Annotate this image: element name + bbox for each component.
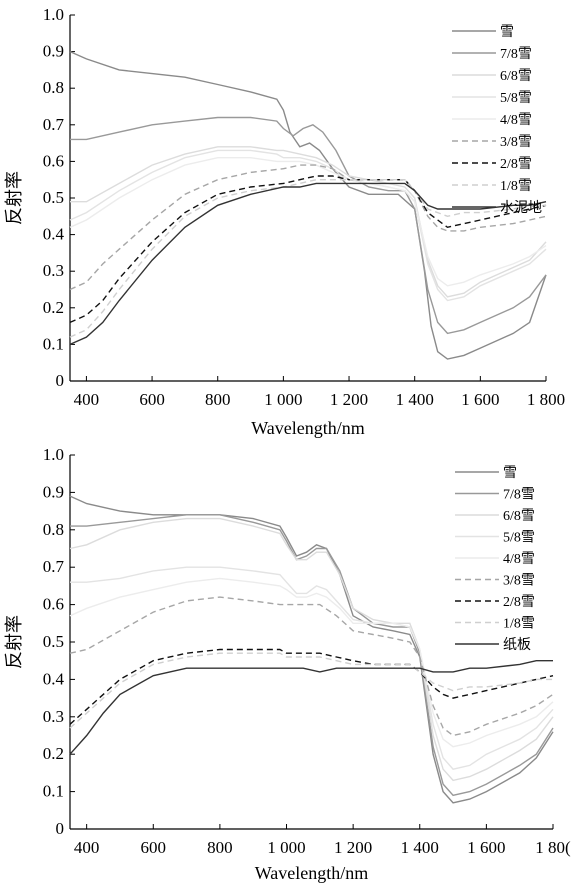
y-axis-label: 反射率 — [4, 615, 24, 669]
series-line-8 — [69, 182, 547, 346]
legend-label: 3/8雪 — [500, 134, 532, 150]
x-tick-label: 1 400 — [396, 390, 434, 409]
x-tick-label: 1 800 — [527, 390, 565, 409]
series-line-5 — [69, 164, 547, 291]
legend-label: 7/8雪 — [500, 46, 532, 62]
x-tick-label: 800 — [207, 838, 233, 857]
legend-label: 1/8雪 — [500, 178, 532, 194]
x-axis-label: Wavelength/nm — [251, 418, 365, 438]
x-tick-label: 800 — [205, 390, 231, 409]
y-axis-label: 反射率 — [4, 171, 24, 225]
series-line-1 — [70, 116, 547, 335]
series-line-0 — [69, 495, 554, 804]
y-tick-label: 0.3 — [43, 707, 64, 726]
y-tick-label: 0 — [56, 371, 65, 390]
x-tick-label: 400 — [74, 838, 100, 857]
x-tick-label: 600 — [139, 390, 165, 409]
x-tick-label: 1 000 — [264, 390, 302, 409]
y-tick-label: 0.5 — [43, 632, 64, 651]
legend-label: 5/8雪 — [503, 530, 535, 546]
y-tick-label: 0.8 — [43, 78, 64, 97]
y-tick-label: 0.2 — [43, 744, 64, 763]
y-tick-label: 0.2 — [43, 298, 64, 317]
legend-label: 1/8雪 — [503, 616, 535, 632]
x-tick-label: 1 200 — [334, 838, 372, 857]
x-tick-label: 1 000 — [267, 838, 305, 857]
legend-label: 6/8雪 — [503, 508, 535, 524]
x-tick-label: 1 80( — [535, 838, 571, 857]
y-tick-label: 0 — [56, 819, 65, 838]
chart-bottom: 0 0.1 0.2 0.3 0.4 0.5 0.6 0.7 0.8 0.9 1.0 400 600 800… — [4, 445, 571, 883]
series-line-6 — [69, 175, 547, 324]
x-tick-label: 1 400 — [401, 838, 439, 857]
legend-label: 6/8雪 — [500, 68, 532, 84]
y-tick-label: 0.7 — [43, 557, 65, 576]
y-tick-label: 0.1 — [43, 334, 64, 353]
x-tick-label: 600 — [141, 838, 167, 857]
y-tick-label: 0.7 — [43, 115, 65, 134]
series-line-1 — [70, 514, 554, 797]
legend-label: 4/8雪 — [500, 112, 532, 128]
legend-label: 7/8雪 — [503, 487, 535, 503]
y-tick-label: 0.3 — [43, 261, 64, 280]
series-line-5 — [69, 596, 554, 737]
series-line-7 — [69, 652, 553, 729]
y-tick-label: 0.6 — [43, 151, 64, 170]
y-tick-label: 1.0 — [43, 5, 64, 24]
series-line-4 — [69, 157, 547, 287]
series-line-7 — [69, 179, 546, 338]
legend-label: 5/8雪 — [500, 90, 532, 106]
y-tick-label: 0.6 — [43, 595, 64, 614]
y-tick-label: 0.4 — [43, 669, 65, 688]
series-line-4 — [69, 577, 554, 748]
legend-label: 2/8雪 — [500, 156, 532, 172]
y-tick-label: 0.4 — [43, 225, 65, 244]
series-line-2 — [69, 517, 554, 782]
series-line-3 — [70, 566, 554, 770]
x-tick-label: 1 600 — [461, 390, 499, 409]
legend-label: 4/8雪 — [503, 551, 535, 567]
legend-label: 2/8雪 — [503, 594, 535, 610]
y-tick-label: 0.8 — [43, 520, 64, 539]
legend-label: 雪 — [503, 465, 517, 481]
series-line-2 — [70, 146, 547, 298]
x-axis-label: Wavelength/nm — [255, 863, 369, 883]
legend-label: 3/8雪 — [503, 573, 535, 589]
y-tick-label: 0.5 — [43, 188, 64, 207]
legend-label: 纸板 — [503, 637, 531, 653]
x-tick-label: 1 600 — [467, 838, 505, 857]
legend-label: 水泥地 — [500, 200, 542, 216]
x-tick-label: 400 — [74, 390, 100, 409]
chart-top: 0 0.1 0.2 0.3 0.4 0.5 0.6 0.7 0.8 0.9 1.0 400 600 800… — [4, 5, 565, 438]
y-tick-label: 0.9 — [43, 482, 64, 501]
y-tick-label: 0.1 — [43, 782, 64, 801]
y-tick-label: 0.9 — [43, 42, 64, 61]
series-line-8 — [69, 660, 553, 755]
legend-label: 雪 — [500, 24, 514, 40]
x-tick-label: 1 200 — [330, 390, 368, 409]
y-tick-label: 1.0 — [43, 445, 64, 464]
